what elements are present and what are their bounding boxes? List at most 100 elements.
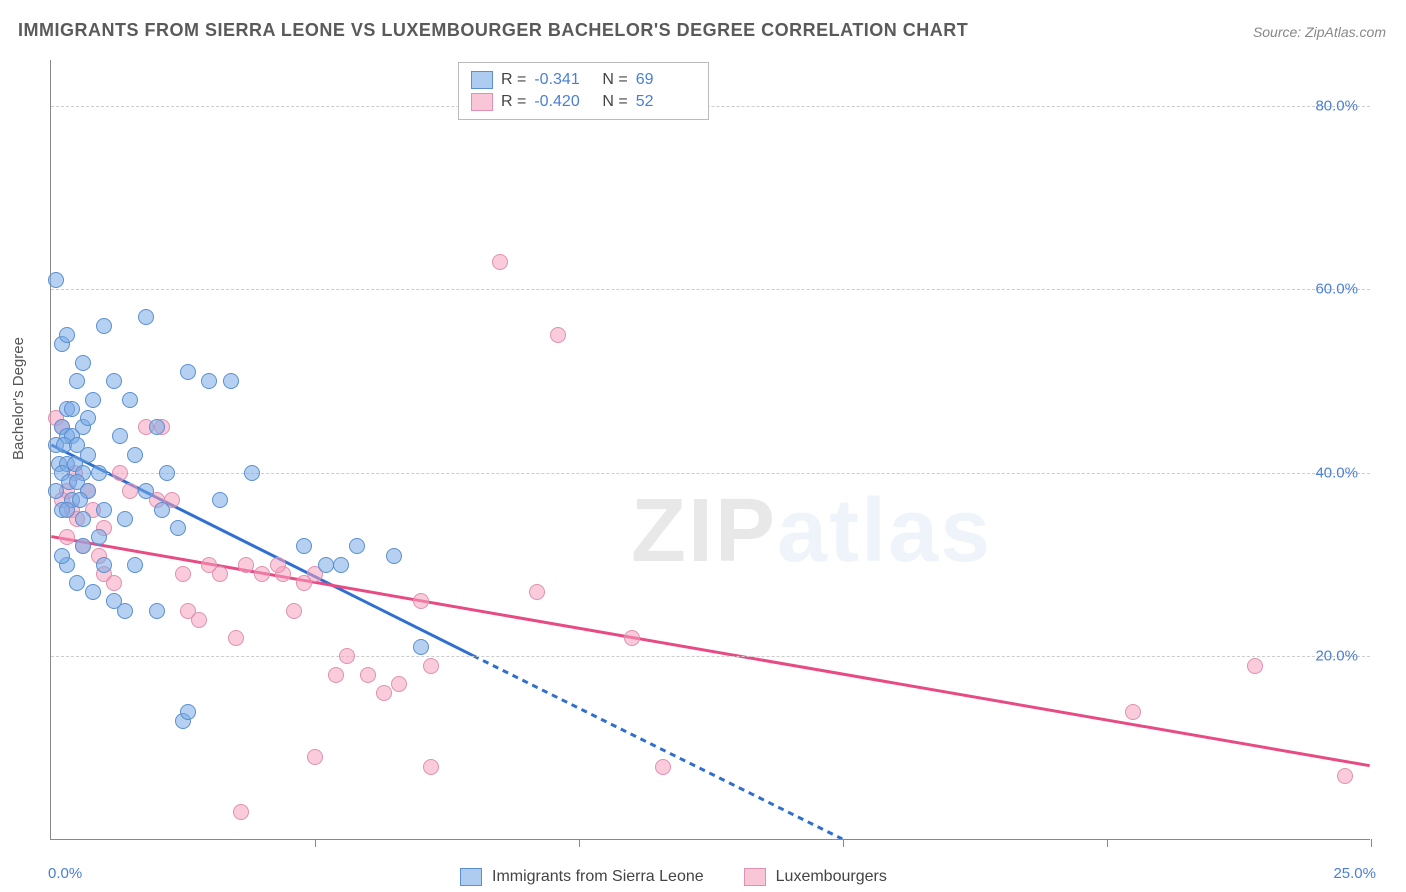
data-point-pink [413,593,429,609]
data-point-blue [106,373,122,389]
legend-item-pink: Luxembourgers [744,868,887,886]
plot-area: ZIPatlas 20.0%40.0%60.0%80.0% [50,60,1370,840]
data-point-pink [423,658,439,674]
y-tick-label: 60.0% [1315,281,1358,298]
data-point-pink [655,759,671,775]
data-point-blue [75,538,91,554]
data-point-blue [69,575,85,591]
data-point-blue [170,520,186,536]
data-point-pink [339,648,355,664]
data-point-blue [117,511,133,527]
data-point-blue [244,465,260,481]
data-point-blue [59,327,75,343]
data-point-blue [149,419,165,435]
data-point-blue [54,548,70,564]
x-tick-mark [579,839,580,847]
x-tick-mark [843,839,844,847]
gridline [51,106,1370,107]
data-point-blue [117,603,133,619]
data-point-blue [48,483,64,499]
data-point-pink [59,529,75,545]
swatch-pink-icon [471,93,493,111]
watermark: ZIPatlas [631,480,992,583]
data-point-blue [149,603,165,619]
y-tick-label: 20.0% [1315,648,1358,665]
data-point-blue [127,557,143,573]
data-point-blue [180,704,196,720]
data-point-blue [72,492,88,508]
data-point-pink [254,566,270,582]
data-point-pink [492,254,508,270]
data-point-blue [91,529,107,545]
x-tick-mark [1371,839,1372,847]
data-point-blue [138,309,154,325]
data-point-blue [349,538,365,554]
data-point-blue [75,511,91,527]
x-axis-min-label: 0.0% [48,865,82,882]
y-tick-label: 40.0% [1315,464,1358,481]
gridline [51,656,1370,657]
x-axis-max-label: 25.0% [1333,865,1376,882]
data-point-blue [96,318,112,334]
data-point-pink [376,685,392,701]
data-point-blue [96,557,112,573]
data-point-blue [85,584,101,600]
data-point-pink [175,566,191,582]
legend-item-blue: Immigrants from Sierra Leone [460,868,704,886]
data-point-pink [1125,704,1141,720]
data-point-blue [96,502,112,518]
data-point-pink [270,557,286,573]
data-point-blue [75,355,91,371]
data-point-blue [180,364,196,380]
gridline [51,289,1370,290]
data-point-blue [223,373,239,389]
data-point-pink [106,575,122,591]
data-point-blue [85,392,101,408]
data-point-pink [307,749,323,765]
swatch-blue-icon [460,868,482,886]
data-point-blue [122,392,138,408]
x-tick-mark [315,839,316,847]
data-point-blue [80,447,96,463]
data-point-pink [112,465,128,481]
x-tick-mark [1107,839,1108,847]
data-point-blue [333,557,349,573]
data-point-pink [201,557,217,573]
data-point-blue [154,502,170,518]
data-point-blue [212,492,228,508]
data-point-blue [201,373,217,389]
data-point-pink [233,804,249,820]
data-point-blue [159,465,175,481]
data-point-pink [1247,658,1263,674]
chart-title: IMMIGRANTS FROM SIERRA LEONE VS LUXEMBOU… [18,20,968,41]
data-point-pink [423,759,439,775]
data-point-blue [413,639,429,655]
data-point-pink [191,612,207,628]
source-label: Source: ZipAtlas.com [1253,24,1386,40]
data-point-pink [550,327,566,343]
data-point-pink [286,603,302,619]
data-point-pink [328,667,344,683]
swatch-blue-icon [471,71,493,89]
data-point-blue [296,538,312,554]
data-point-blue [59,502,75,518]
corr-row-blue: R = -0.341 N = 69 [471,69,696,91]
data-point-blue [80,410,96,426]
data-point-pink [391,676,407,692]
data-point-blue [64,401,80,417]
data-point-pink [238,557,254,573]
data-point-blue [386,548,402,564]
series-legend: Immigrants from Sierra Leone Luxembourge… [460,868,887,886]
y-axis-label: Bachelor's Degree [10,337,27,460]
data-point-pink [529,584,545,600]
correlation-legend: R = -0.341 N = 69 R = -0.420 N = 52 [458,62,709,120]
data-point-blue [112,428,128,444]
data-point-blue [318,557,334,573]
swatch-pink-icon [744,868,766,886]
data-point-pink [1337,768,1353,784]
data-point-blue [127,447,143,463]
data-point-pink [228,630,244,646]
corr-row-pink: R = -0.420 N = 52 [471,91,696,113]
data-point-pink [360,667,376,683]
data-point-blue [138,483,154,499]
